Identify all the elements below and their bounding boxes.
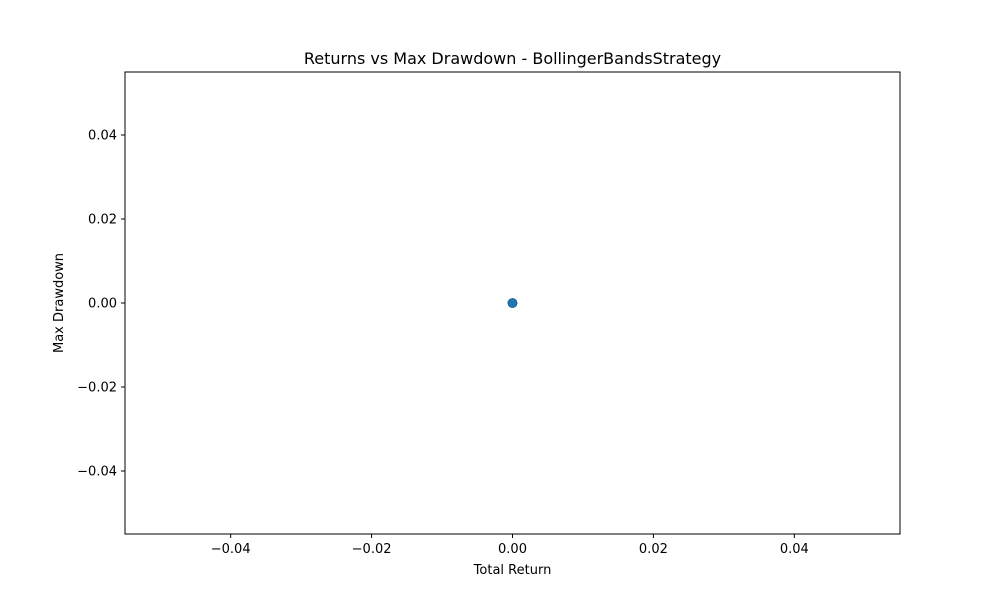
y-axis-label: Max Drawdown: [52, 253, 67, 353]
y-tick-label: 0.00: [88, 297, 117, 312]
x-tick-label: 0.00: [498, 542, 527, 557]
scatter-points: [507, 298, 518, 308]
x-tick-label: 0.04: [780, 542, 809, 557]
x-axis-ticks: −0.04 −0.02 0.00 0.02 0.04: [211, 534, 809, 557]
y-tick-label: −0.04: [77, 465, 117, 480]
y-tick-label: 0.04: [88, 129, 117, 144]
chart-title: Returns vs Max Drawdown - BollingerBands…: [304, 49, 721, 68]
x-tick-label: 0.02: [639, 542, 668, 557]
x-tick-label: −0.02: [352, 542, 392, 557]
y-axis-ticks: −0.04 −0.02 0.00 0.02 0.04: [77, 129, 125, 480]
data-point: [507, 298, 518, 308]
y-tick-label: 0.02: [88, 213, 117, 228]
x-axis-label: Total Return: [473, 563, 552, 578]
y-tick-label: −0.02: [77, 381, 117, 396]
x-tick-label: −0.04: [211, 542, 251, 557]
